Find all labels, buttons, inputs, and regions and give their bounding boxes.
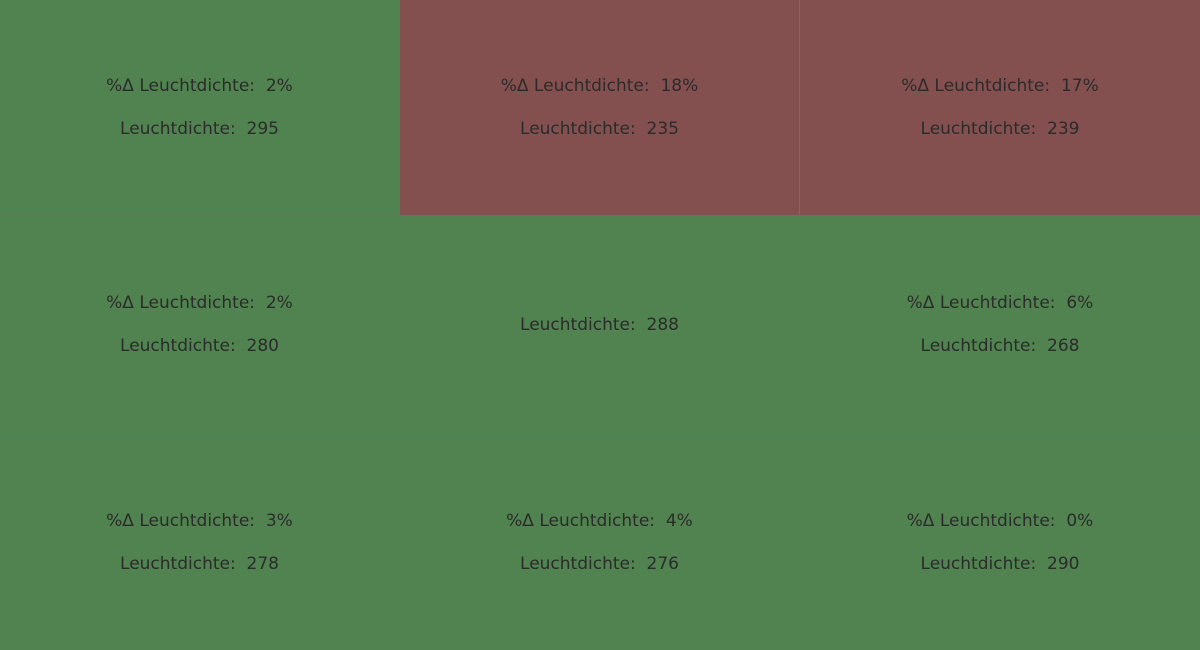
grid-cell-1: %Δ Leuchtdichte: 2% Leuchtdichte: 295 — [0, 0, 399, 215]
delta-luminance-value: 2% — [265, 293, 293, 313]
luminance-label: Leuchtdichte: — [120, 336, 236, 356]
luminance-line: Leuchtdichte: 295 — [120, 119, 279, 139]
luminance-value: 295 — [246, 119, 279, 139]
luminance-value: 276 — [646, 553, 679, 574]
luminance-line: Leuchtdichte: 268 — [921, 336, 1080, 356]
luminance-line: Leuchtdichte: 239 — [921, 119, 1080, 139]
delta-luminance-line: %Δ Leuchtdichte: 17% — [901, 76, 1098, 96]
luminance-label: Leuchtdichte: — [520, 553, 636, 574]
delta-luminance-label: %Δ Leuchtdichte: — [901, 76, 1051, 96]
delta-luminance-line: %Δ Leuchtdichte: 6% — [907, 293, 1094, 313]
grid-cell-3: %Δ Leuchtdichte: 17% Leuchtdichte: 239 — [800, 0, 1200, 215]
delta-luminance-label: %Δ Leuchtdichte: — [906, 510, 1056, 531]
delta-luminance-value: 18% — [660, 76, 699, 96]
delta-luminance-value: 2% — [265, 76, 293, 96]
luminance-line: Leuchtdichte: 276 — [520, 554, 679, 574]
luminance-label: Leuchtdichte: — [120, 553, 236, 574]
delta-luminance-label: %Δ Leuchtdichte: — [106, 76, 256, 96]
luminance-value: 288 — [646, 314, 679, 335]
luminance-line: Leuchtdichte: 235 — [520, 119, 679, 139]
luminance-label: Leuchtdichte: — [120, 119, 236, 139]
delta-luminance-label: %Δ Leuchtdichte: — [906, 293, 1056, 313]
delta-luminance-line: %Δ Leuchtdichte: 18% — [501, 76, 698, 96]
delta-luminance-value: 4% — [665, 510, 693, 531]
delta-luminance-label: %Δ Leuchtdichte: — [506, 510, 656, 531]
luminance-label: Leuchtdichte: — [520, 314, 636, 335]
luminance-label: Leuchtdichte: — [520, 119, 636, 139]
grid-cell-6: %Δ Leuchtdichte: 6% Leuchtdichte: 268 — [800, 216, 1200, 433]
delta-luminance-value: 3% — [265, 510, 293, 531]
luminance-value: 239 — [1047, 119, 1080, 139]
luminance-line: Leuchtdichte: 278 — [120, 554, 279, 574]
grid-cell-7: %Δ Leuchtdichte: 3% Leuchtdichte: 278 — [0, 434, 399, 650]
delta-luminance-line: %Δ Leuchtdichte: 0% — [907, 511, 1094, 531]
luminance-line: Leuchtdichte: 280 — [120, 336, 279, 356]
delta-luminance-value: 17% — [1060, 76, 1099, 96]
grid-cell-2: %Δ Leuchtdichte: 18% Leuchtdichte: 235 — [400, 0, 799, 215]
luminance-value: 235 — [646, 119, 679, 139]
delta-luminance-label: %Δ Leuchtdichte: — [500, 76, 650, 96]
luminance-value: 280 — [246, 336, 279, 356]
luminance-line: Leuchtdichte: 290 — [921, 554, 1080, 574]
luminance-line: Leuchtdichte: 288 — [520, 315, 679, 335]
delta-luminance-label: %Δ Leuchtdichte: — [106, 293, 256, 313]
grid-cell-8: %Δ Leuchtdichte: 4% Leuchtdichte: 276 — [400, 434, 799, 650]
delta-luminance-line: %Δ Leuchtdichte: 3% — [106, 511, 293, 531]
delta-luminance-line: %Δ Leuchtdichte: 2% — [106, 293, 293, 313]
delta-luminance-value: 6% — [1066, 293, 1094, 313]
luminance-value: 268 — [1047, 336, 1080, 356]
luminance-label: Leuchtdichte: — [920, 553, 1037, 574]
delta-luminance-value: 0% — [1066, 510, 1094, 531]
grid-cell-center: Leuchtdichte: 288 — [400, 216, 799, 433]
grid-cell-9: %Δ Leuchtdichte: 0% Leuchtdichte: 290 — [800, 434, 1200, 650]
luminance-value: 278 — [246, 553, 279, 574]
luminance-label: Leuchtdichte: — [920, 336, 1037, 356]
delta-luminance-line: %Δ Leuchtdichte: 2% — [106, 76, 293, 96]
delta-luminance-line: %Δ Leuchtdichte: 4% — [506, 511, 693, 531]
grid-cell-4: %Δ Leuchtdichte: 2% Leuchtdichte: 280 — [0, 216, 399, 433]
delta-luminance-label: %Δ Leuchtdichte: — [106, 510, 256, 531]
luminance-label: Leuchtdichte: — [920, 119, 1037, 139]
luminance-value: 290 — [1047, 553, 1080, 574]
